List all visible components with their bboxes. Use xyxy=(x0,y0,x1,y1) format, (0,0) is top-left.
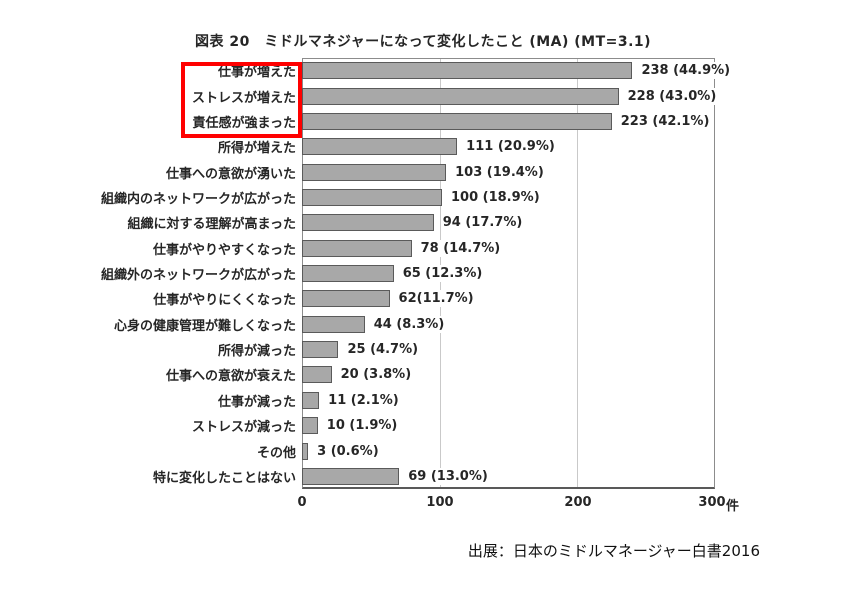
bar-track: 100 (18.9%) xyxy=(302,185,716,210)
x-tick: 300 xyxy=(698,495,726,510)
source-citation: 出展：日本のミドルマネージャー白書2016 xyxy=(467,542,760,560)
value-label: 62(11.7%) xyxy=(396,290,476,308)
bar-track: 3 (0.6%) xyxy=(302,438,716,463)
bar xyxy=(302,87,619,105)
category-label: 特に変化したことはない xyxy=(152,470,296,486)
value-label: 69 (13.0%) xyxy=(406,467,490,485)
value-label: 223 (42.1%) xyxy=(618,112,712,130)
bar xyxy=(302,290,390,308)
bar-track: 78 (14.7%) xyxy=(302,236,716,261)
bar-track: 103 (19.4%) xyxy=(302,159,716,184)
chart-row: 組織内のネットワークが広がった 100 (18.9%) xyxy=(0,185,716,210)
category-label: 組織内のネットワークが広がった xyxy=(100,191,296,207)
chart-row: 仕事が減った 11 (2.1%) xyxy=(0,388,716,413)
value-label: 20 (3.8%) xyxy=(338,366,414,384)
category-label: 心身の健康管理が難しくなった xyxy=(113,318,296,334)
value-label: 94 (17.7%) xyxy=(440,214,525,232)
bar xyxy=(302,62,633,80)
chart-row: 所得が増えた 111 (20.9%) xyxy=(0,134,716,159)
chart-row: 責任感が強まった 223 (42.1%) xyxy=(0,109,716,134)
value-label: 78 (14.7%) xyxy=(418,239,503,257)
bar-track: 111 (20.9%) xyxy=(302,134,716,159)
bar-track: 69 (13.0%) xyxy=(302,464,716,489)
category-label: 仕事がやりやすくなった xyxy=(152,242,296,258)
bar-track: 238 (44.9%) xyxy=(302,58,733,83)
bar xyxy=(302,341,339,359)
chart-row: 心身の健康管理が難しくなった 44 (8.3%) xyxy=(0,312,716,337)
chart-row: 特に変化したことはない 69 (13.0%) xyxy=(0,464,716,489)
bar-track: 44 (8.3%) xyxy=(302,312,716,337)
bar xyxy=(302,315,365,333)
bar-track: 65 (12.3%) xyxy=(302,261,716,286)
bar-rows: 仕事が増えた 238 (44.9%) ストレスが増えた 228 (43.0%) … xyxy=(0,58,733,489)
category-label: 仕事への意欲が湧いた xyxy=(165,166,296,182)
bar xyxy=(302,188,442,206)
bar-track: 62(11.7%) xyxy=(302,286,716,311)
gridline-200 xyxy=(576,59,578,487)
x-axis-unit: 件 xyxy=(726,499,740,514)
category-label: 所得が増えた xyxy=(217,141,296,157)
chart-row: 所得が減った 25 (4.7%) xyxy=(0,337,716,362)
chart-row: 仕事がやりやすくなった 78 (14.7%) xyxy=(0,236,716,261)
category-label: 責任感が強まった xyxy=(192,115,296,131)
bar xyxy=(302,366,332,384)
value-label: 228 (43.0%) xyxy=(625,87,719,105)
chart-row: 組織外のネットワークが広がった 65 (12.3%) xyxy=(0,261,716,286)
chart-row: ストレスが減った 10 (1.9%) xyxy=(0,413,716,438)
category-label: 仕事が増えた xyxy=(217,65,296,81)
bar-track: 228 (43.0%) xyxy=(302,83,719,108)
value-label: 25 (4.7%) xyxy=(345,341,421,359)
bar xyxy=(302,163,447,181)
x-tick: 200 xyxy=(564,495,592,510)
bar xyxy=(302,265,394,283)
chart-row: ストレスが増えた 228 (43.0%) xyxy=(0,83,719,108)
bar-track: 11 (2.1%) xyxy=(302,388,716,413)
chart-row: 仕事が増えた 238 (44.9%) xyxy=(0,58,733,83)
bar xyxy=(302,442,309,460)
chart-row: 組織に対する理解が高まった 94 (17.7%) xyxy=(0,210,716,235)
value-label: 3 (0.6%) xyxy=(315,442,381,460)
value-label: 111 (20.9%) xyxy=(464,138,557,156)
value-label: 100 (18.9%) xyxy=(448,188,542,206)
category-label: 仕事への意欲が衰えた xyxy=(165,369,296,385)
category-label: ストレスが減った xyxy=(191,420,296,436)
category-label: 仕事がやりにくくなった xyxy=(153,293,296,309)
category-label: 組織に対する理解が高まった xyxy=(127,217,296,233)
chart-row: 仕事がやりにくくなった 62(11.7%) xyxy=(0,286,716,311)
x-axis: 0 100 200 300 件 xyxy=(0,495,842,515)
bar xyxy=(302,214,434,232)
value-label: 103 (19.4%) xyxy=(453,163,546,181)
bar xyxy=(302,467,400,485)
value-label: 11 (2.1%) xyxy=(326,391,401,409)
value-label: 44 (8.3%) xyxy=(371,315,447,333)
bar-track: 25 (4.7%) xyxy=(302,337,716,362)
bar-track: 94 (17.7%) xyxy=(302,210,716,235)
bar-track: 10 (1.9%) xyxy=(302,413,716,438)
bar xyxy=(302,239,412,257)
category-label: 所得が減った xyxy=(217,344,296,360)
category-label: 仕事が減った xyxy=(217,394,296,410)
bar xyxy=(302,138,458,156)
chart-row: その他 3 (0.6%) xyxy=(0,438,716,463)
x-tick: 0 xyxy=(297,495,307,510)
value-label: 238 (44.9%) xyxy=(639,62,733,80)
category-label: 組織外のネットワークが広がった xyxy=(100,268,296,284)
value-label: 65 (12.3%) xyxy=(400,265,485,283)
bar xyxy=(302,112,612,130)
bar-track: 20 (3.8%) xyxy=(302,362,716,387)
bar xyxy=(302,417,318,435)
chart-row: 仕事への意欲が衰えた 20 (3.8%) xyxy=(0,362,716,387)
bar xyxy=(302,391,320,409)
bar-track: 223 (42.1%) xyxy=(302,109,716,134)
category-label: その他 xyxy=(256,445,296,461)
highlight-box xyxy=(181,62,302,138)
x-tick: 100 xyxy=(426,495,454,510)
category-label: ストレスが増えた xyxy=(191,90,296,106)
value-label: 10 (1.9%) xyxy=(324,417,400,435)
chart-title: 図表 20 ミドルマネジャーになって変化したこと (MA) (MT=3.1) xyxy=(195,34,652,50)
chart-row: 仕事への意欲が湧いた 103 (19.4%) xyxy=(0,159,716,184)
